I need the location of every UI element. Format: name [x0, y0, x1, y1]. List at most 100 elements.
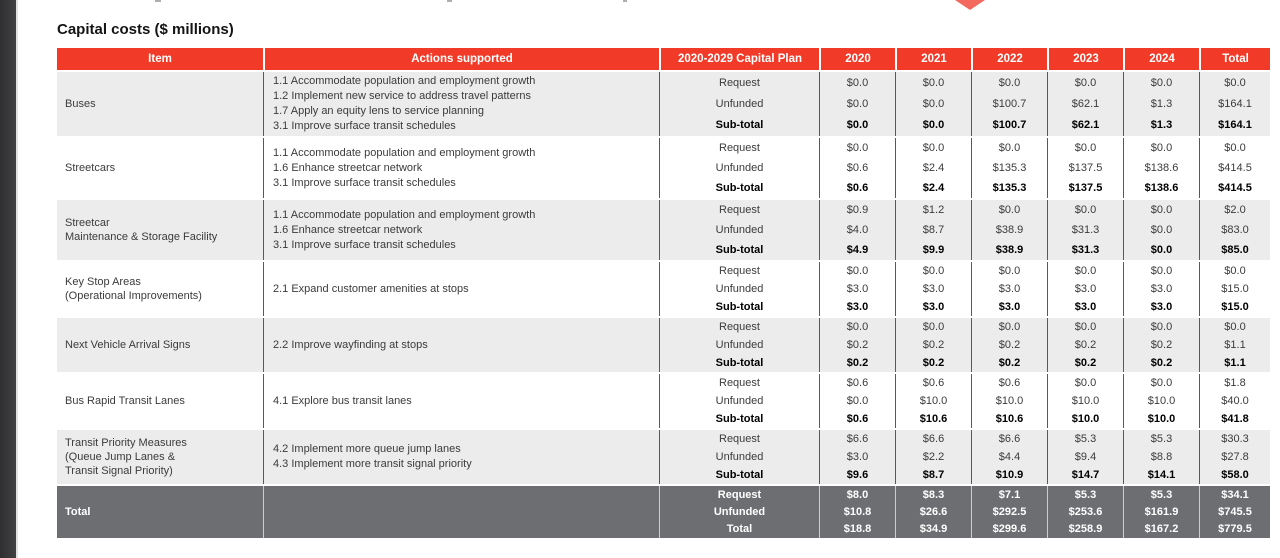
value-cell: $31.3 [1047, 220, 1123, 240]
value-cell: $3.0 [895, 280, 971, 298]
value-cell: $0.0 [1123, 138, 1199, 158]
value-cell: $0.0 [1047, 138, 1123, 158]
capital-plan-label-unfunded: Unfunded [659, 336, 819, 354]
value-cell: $164.1 [1199, 93, 1270, 115]
value-cell: $8.8 [1123, 448, 1199, 466]
value-cell: $3.0 [1123, 280, 1199, 298]
item-cell: Streetcars [57, 138, 263, 198]
capital-plan-label-request: Request [659, 374, 819, 392]
value-cell: $0.2 [971, 336, 1047, 354]
value-cell: $0.2 [1123, 336, 1199, 354]
value-cell: $8.7 [895, 220, 971, 240]
actions-supported-cell: 1.1 Accommodate population and employmen… [263, 138, 659, 198]
item-label: Next Vehicle Arrival Signs [65, 339, 191, 351]
value-cell: $0.2 [1123, 354, 1199, 372]
value-cell: $0.0 [895, 114, 971, 136]
value-cell: $10.6 [971, 410, 1047, 428]
value-cell: $0.0 [1047, 200, 1123, 220]
value-cell: $253.6 [1047, 503, 1123, 521]
value-cell: $0.0 [895, 72, 971, 94]
value-cell: $2.0 [1199, 200, 1270, 220]
value-cell: $0.0 [819, 318, 895, 336]
value-cell: $0.0 [1199, 72, 1270, 94]
capital-plan-label-sub-total: Sub-total [659, 114, 819, 136]
capital-plan-label-request: Request [659, 318, 819, 336]
value-cell: $10.0 [1123, 410, 1199, 428]
value-cell: $0.0 [971, 200, 1047, 220]
value-cell: $5.3 [1123, 486, 1199, 504]
action-item: 4.1 Explore bus transit lanes [273, 394, 412, 407]
value-cell: $6.6 [971, 430, 1047, 448]
value-cell: $4.4 [971, 448, 1047, 466]
value-cell: $83.0 [1199, 220, 1270, 240]
cropped-text-remnant [623, 0, 627, 2]
value-cell: $3.0 [971, 280, 1047, 298]
value-cell: $0.0 [895, 93, 971, 115]
action-item: 3.1 Improve surface transit schedules [273, 238, 456, 251]
item-label: Buses [65, 98, 96, 110]
value-cell: $10.8 [819, 503, 895, 521]
value-cell: $0.0 [971, 72, 1047, 94]
value-cell: $1.1 [1199, 354, 1270, 372]
column-header-2021: 2021 [895, 48, 971, 70]
value-cell: $0.6 [895, 374, 971, 392]
value-cell: $0.0 [1123, 200, 1199, 220]
capital-costs-table: Item Actions supported 2020-2029 Capital P… [57, 48, 1270, 538]
value-cell: $0.0 [895, 138, 971, 158]
actions-supported-cell: 2.1 Expand customer amenities at stops [263, 262, 659, 316]
action-item: 1.6 Enhance streetcar network [273, 161, 423, 174]
actions-supported-cell: 2.2 Improve wayfinding at stops [263, 318, 659, 372]
item-cell: Total [57, 486, 263, 538]
value-cell: $0.0 [819, 93, 895, 115]
value-cell: $14.7 [1047, 466, 1123, 484]
capital-plan-block: Request $0.0 $0.0 $0.0 $0.0 $0.0 $0.0 Unfunded $… [659, 262, 1270, 316]
item-label: Transit Signal Priority) [65, 465, 173, 477]
value-cell: $38.9 [971, 240, 1047, 260]
capital-plan-label-sub-total: Sub-total [659, 178, 819, 198]
value-cell: $3.0 [1047, 280, 1123, 298]
table-group-bus-rapid-transit-lanes: Bus Rapid Transit Lanes 4.1 Explore bus t… [57, 374, 1270, 428]
value-cell: $8.7 [895, 466, 971, 484]
action-item: 1.1 Accommodate population and employmen… [273, 75, 536, 87]
table-group-streetcar: Streetcar Maintenance & Storage Facility 1… [57, 200, 1270, 260]
value-cell: $0.2 [819, 354, 895, 372]
value-cell: $0.0 [1123, 220, 1199, 240]
value-cell: $15.0 [1199, 298, 1270, 316]
capital-plan-label-request: Request [659, 262, 819, 280]
value-cell: $0.0 [1047, 262, 1123, 280]
cropped-text-remnant [447, 0, 452, 2]
value-cell: $135.3 [971, 158, 1047, 178]
value-cell: $164.1 [1199, 114, 1270, 136]
capital-plan-block: Request $0.9 $1.2 $0.0 $0.0 $0.0 $2.0 Unfunded $… [659, 200, 1270, 260]
value-cell: $8.3 [895, 486, 971, 504]
item-label: Maintenance & Storage Facility [65, 231, 218, 243]
value-cell: $161.9 [1123, 503, 1199, 521]
value-cell: $26.6 [895, 503, 971, 521]
value-cell: $18.8 [819, 520, 895, 538]
item-label: Key Stop Areas [65, 276, 141, 288]
value-cell: $138.6 [1123, 178, 1199, 198]
value-cell: $0.0 [895, 262, 971, 280]
value-cell: $6.6 [819, 430, 895, 448]
action-item: 4.2 Implement more queue jump lanes [273, 443, 461, 455]
action-item: 1.6 Enhance streetcar network [273, 223, 423, 236]
value-cell: $0.2 [1047, 354, 1123, 372]
capital-plan-label-sub-total: Sub-total [659, 466, 819, 484]
value-cell: $779.5 [1199, 520, 1270, 538]
viewer-edge-strip [0, 0, 18, 558]
value-cell: $0.0 [971, 318, 1047, 336]
value-cell: $258.9 [1047, 520, 1123, 538]
value-cell: $3.0 [819, 448, 895, 466]
column-header-2022: 2022 [971, 48, 1047, 70]
value-cell: $0.0 [1123, 240, 1199, 260]
value-cell: $3.0 [971, 298, 1047, 316]
table-header-row: Item Actions supported 2020-2029 Capital P… [57, 48, 1270, 70]
capital-plan-block: Request $0.0 $0.0 $0.0 $0.0 $0.0 $0.0 Unfunded $… [659, 138, 1270, 198]
value-cell: $10.0 [895, 392, 971, 410]
value-cell: $10.9 [971, 466, 1047, 484]
actions-supported-cell: 1.1 Accommodate population and employmen… [263, 72, 659, 136]
value-cell: $0.6 [819, 178, 895, 198]
value-cell: $0.0 [971, 262, 1047, 280]
item-label: Total [65, 506, 91, 518]
value-cell: $85.0 [1199, 240, 1270, 260]
